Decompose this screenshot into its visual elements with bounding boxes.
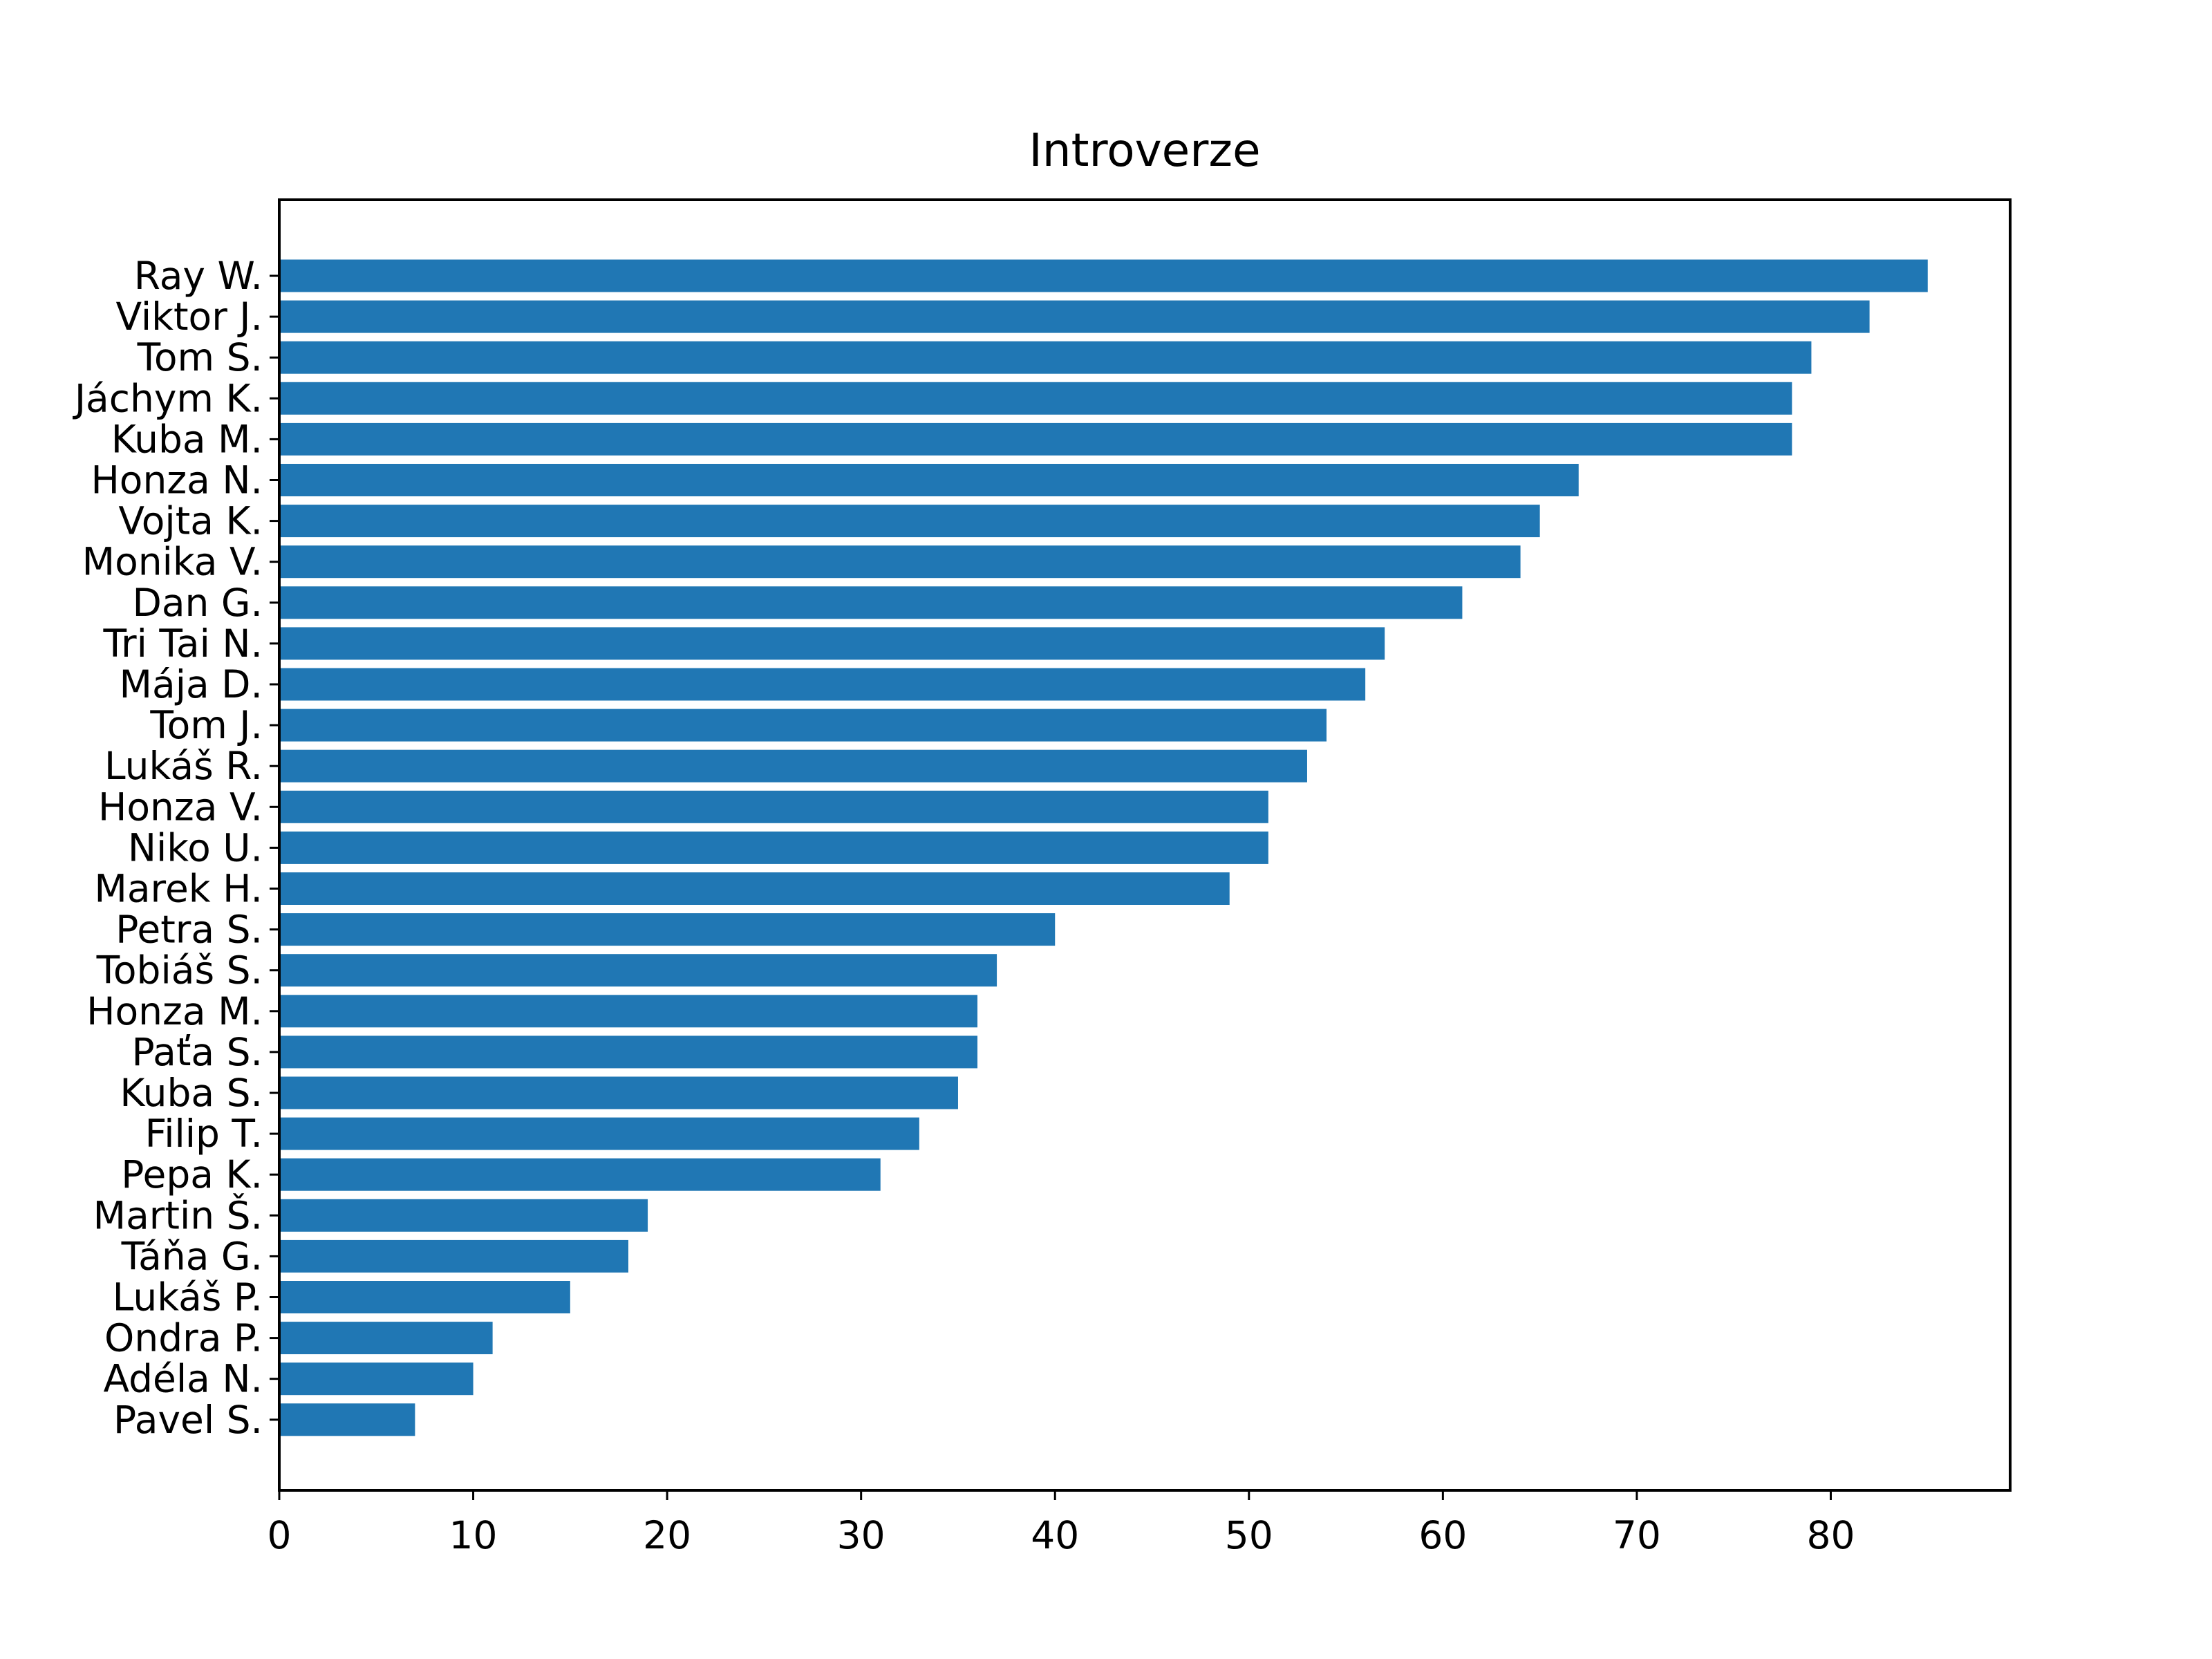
- x-tick-label: 10: [449, 1513, 498, 1557]
- y-tick-label: Honza M.: [86, 989, 263, 1033]
- bar: [279, 954, 997, 987]
- y-tick-label: Marek H.: [94, 867, 263, 911]
- y-tick-label: Lukáš P.: [113, 1275, 263, 1320]
- y-tick-label: Martin Š.: [93, 1193, 263, 1237]
- y-tick-label: Petra S.: [115, 908, 263, 952]
- y-tick-label: Niko U.: [128, 825, 263, 870]
- x-tick-label: 60: [1418, 1513, 1467, 1557]
- bar: [279, 1117, 919, 1150]
- y-tick-label: Filip T.: [145, 1112, 263, 1156]
- y-tick-label: Adéla N.: [103, 1357, 263, 1401]
- y-axis-ticks: Ray W.Viktor J.Tom S.Jáchym K.Kuba M.Hon…: [73, 254, 279, 1442]
- y-tick-label: Vojta K.: [118, 499, 263, 543]
- y-tick-label: Ray W.: [134, 254, 263, 298]
- bar: [279, 422, 1792, 456]
- x-tick-label: 0: [268, 1513, 292, 1557]
- y-tick-label: Viktor J.: [115, 294, 263, 339]
- bar: [279, 831, 1268, 864]
- bar: [279, 545, 1521, 579]
- bar: [279, 790, 1268, 823]
- y-tick-label: Dan G.: [133, 581, 263, 625]
- y-tick-label: Lukáš R.: [104, 744, 263, 788]
- bar: [279, 300, 1870, 333]
- bar: [279, 627, 1385, 660]
- bar: [279, 1035, 978, 1069]
- x-tick-label: 30: [837, 1513, 885, 1557]
- y-tick-label: Ondra P.: [104, 1316, 263, 1360]
- bar: [279, 749, 1307, 782]
- bar: [279, 709, 1327, 742]
- bar: [279, 1281, 570, 1313]
- chart-title: Introverze: [1029, 124, 1260, 177]
- bar: [279, 382, 1792, 415]
- y-tick-label: Tobiáš S.: [96, 948, 263, 993]
- x-tick-label: 20: [643, 1513, 691, 1557]
- bar: [279, 586, 1463, 619]
- x-tick-label: 40: [1031, 1513, 1079, 1557]
- bar: [279, 1199, 648, 1232]
- bar: [279, 341, 1812, 374]
- y-tick-label: Kuba S.: [120, 1071, 263, 1115]
- bar: [279, 1239, 629, 1273]
- bar: [279, 505, 1540, 538]
- bar: [279, 464, 1579, 496]
- x-tick-label: 70: [1613, 1513, 1661, 1557]
- bar: [279, 1403, 415, 1436]
- y-tick-label: Tri Tai N.: [103, 621, 263, 666]
- y-tick-label: Tom S.: [137, 335, 263, 379]
- bar: [279, 259, 1928, 292]
- plot-frame: [278, 198, 2012, 1492]
- y-tick-label: Paťa S.: [131, 1030, 263, 1074]
- y-tick-label: Honza V.: [98, 785, 263, 829]
- bar: [279, 668, 1366, 701]
- y-tick-label: Jáchym K.: [73, 376, 263, 420]
- y-tick-label: Honza N.: [91, 458, 263, 503]
- bar: [279, 913, 1056, 946]
- y-tick-label: Tom J.: [149, 703, 263, 747]
- bars-layer: [279, 259, 1928, 1436]
- y-tick-label: Mája D.: [120, 662, 263, 706]
- x-tick-label: 80: [1806, 1513, 1855, 1557]
- bar: [279, 1362, 474, 1396]
- bar: [279, 1076, 958, 1109]
- y-tick-label: Pepa K.: [121, 1152, 263, 1197]
- y-tick-label: Monika V.: [82, 540, 263, 584]
- bar: [279, 1158, 881, 1191]
- x-axis-ticks: 0 10 20 30 40 50 60 70 80: [268, 1490, 1855, 1557]
- bar: [279, 995, 978, 1028]
- y-tick-label: Táňa G.: [121, 1234, 263, 1278]
- x-tick-label: 50: [1225, 1513, 1273, 1557]
- bar: [279, 872, 1230, 905]
- bar: [279, 1322, 493, 1355]
- y-tick-label: Kuba M.: [111, 417, 263, 461]
- y-tick-label: Pavel S.: [113, 1398, 263, 1442]
